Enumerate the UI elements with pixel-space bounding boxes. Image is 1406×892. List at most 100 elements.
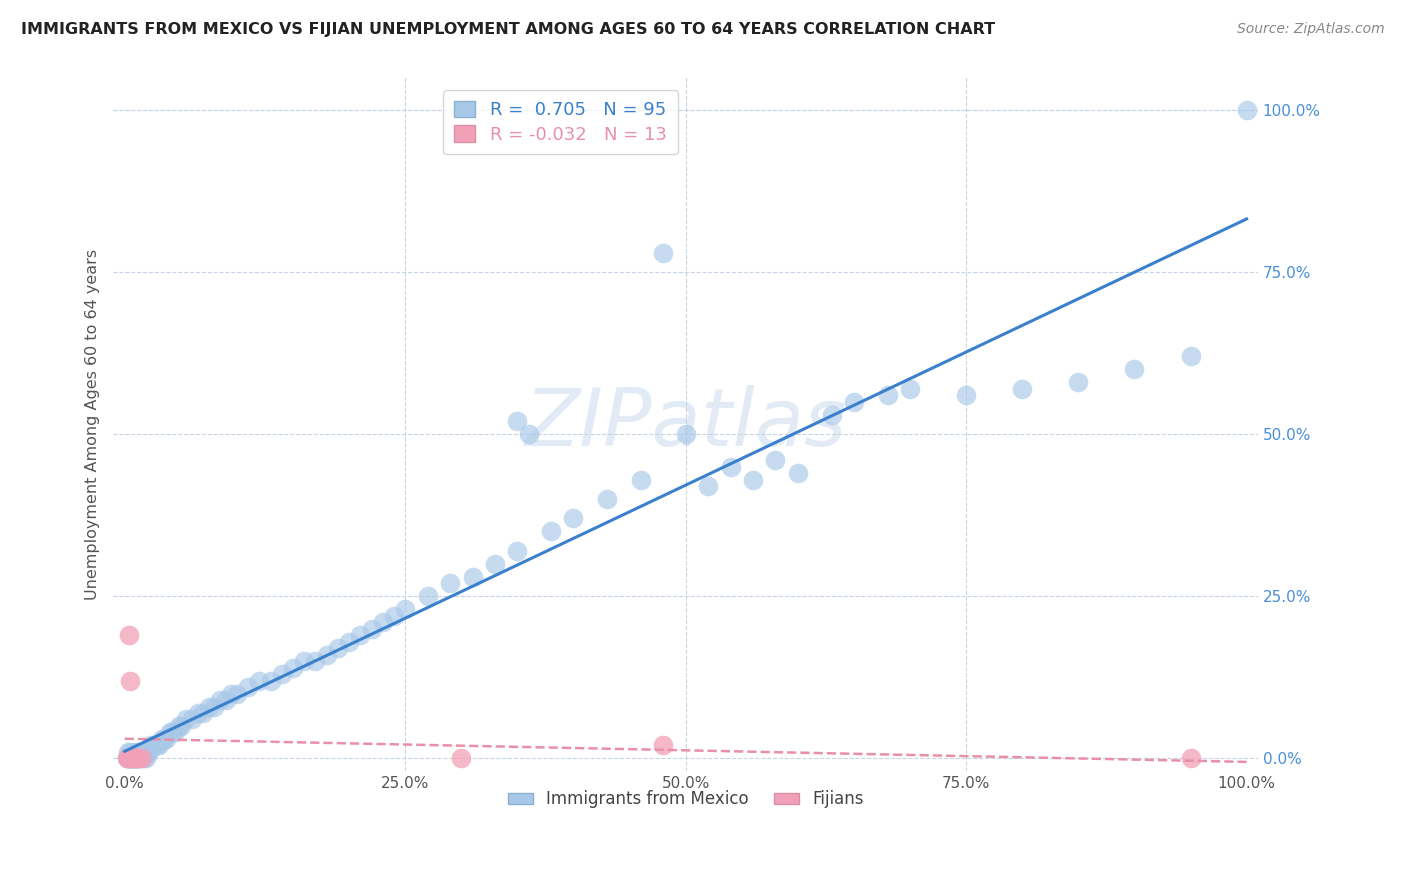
Point xyxy=(155,731,177,746)
Point xyxy=(382,608,405,623)
Point xyxy=(120,751,142,765)
Point xyxy=(204,699,226,714)
Point xyxy=(416,589,439,603)
Point xyxy=(132,751,155,765)
Point xyxy=(742,473,765,487)
Point xyxy=(120,751,142,765)
Point xyxy=(484,557,506,571)
Point xyxy=(122,751,145,765)
Point xyxy=(131,751,153,765)
Point xyxy=(360,622,382,636)
Point xyxy=(786,466,808,480)
Point xyxy=(562,511,585,525)
Point xyxy=(304,654,326,668)
Point xyxy=(236,680,259,694)
Point xyxy=(125,751,148,765)
Point xyxy=(1236,103,1258,117)
Point xyxy=(506,414,529,428)
Point xyxy=(450,751,472,765)
Point xyxy=(124,751,146,765)
Point xyxy=(170,719,193,733)
Y-axis label: Unemployment Among Ages 60 to 64 years: Unemployment Among Ages 60 to 64 years xyxy=(86,249,100,600)
Point xyxy=(117,745,139,759)
Point xyxy=(143,739,166,753)
Point xyxy=(125,751,148,765)
Point xyxy=(127,745,149,759)
Point xyxy=(270,667,292,681)
Point xyxy=(122,751,145,765)
Point xyxy=(146,739,169,753)
Point xyxy=(135,751,157,765)
Point xyxy=(898,382,921,396)
Point xyxy=(209,693,232,707)
Point xyxy=(517,427,540,442)
Text: ZIPatlas: ZIPatlas xyxy=(524,385,846,464)
Point xyxy=(1067,376,1090,390)
Point xyxy=(1123,362,1146,376)
Point xyxy=(506,544,529,558)
Point xyxy=(117,751,139,765)
Point xyxy=(1011,382,1033,396)
Point xyxy=(596,491,619,506)
Point xyxy=(259,673,281,688)
Point xyxy=(136,745,159,759)
Point xyxy=(630,473,652,487)
Point xyxy=(652,245,675,260)
Point xyxy=(181,713,204,727)
Point xyxy=(125,751,148,765)
Point xyxy=(115,751,138,765)
Point xyxy=(247,673,270,688)
Point xyxy=(1180,751,1202,765)
Point xyxy=(697,479,720,493)
Point xyxy=(820,408,842,422)
Point xyxy=(371,615,394,630)
Point xyxy=(134,745,156,759)
Point xyxy=(125,751,148,765)
Point xyxy=(394,602,416,616)
Point xyxy=(439,576,461,591)
Point xyxy=(125,745,148,759)
Point xyxy=(136,745,159,759)
Point xyxy=(160,725,183,739)
Point xyxy=(127,751,149,765)
Point xyxy=(167,719,190,733)
Point xyxy=(652,739,675,753)
Point xyxy=(215,693,238,707)
Point xyxy=(138,745,160,759)
Point xyxy=(131,745,153,759)
Point xyxy=(159,725,181,739)
Point xyxy=(225,687,247,701)
Point xyxy=(349,628,371,642)
Point xyxy=(326,641,349,656)
Point xyxy=(720,459,742,474)
Point xyxy=(120,751,142,765)
Point xyxy=(129,751,152,765)
Point xyxy=(315,648,337,662)
Point xyxy=(876,388,898,402)
Point xyxy=(955,388,977,402)
Point xyxy=(117,751,139,765)
Point xyxy=(124,751,146,765)
Point xyxy=(120,673,142,688)
Point xyxy=(176,713,198,727)
Point xyxy=(115,751,138,765)
Point xyxy=(148,739,170,753)
Point xyxy=(118,751,141,765)
Point xyxy=(125,751,148,765)
Point xyxy=(165,725,187,739)
Point xyxy=(193,706,215,720)
Point xyxy=(121,751,143,765)
Point xyxy=(221,687,243,701)
Point xyxy=(198,699,221,714)
Point xyxy=(842,394,865,409)
Point xyxy=(120,751,142,765)
Point xyxy=(121,751,143,765)
Point xyxy=(540,524,562,539)
Point xyxy=(675,427,697,442)
Point xyxy=(120,751,142,765)
Legend: Immigrants from Mexico, Fijians: Immigrants from Mexico, Fijians xyxy=(501,784,870,815)
Point xyxy=(765,453,787,467)
Point xyxy=(122,751,145,765)
Point xyxy=(121,751,143,765)
Point xyxy=(142,739,165,753)
